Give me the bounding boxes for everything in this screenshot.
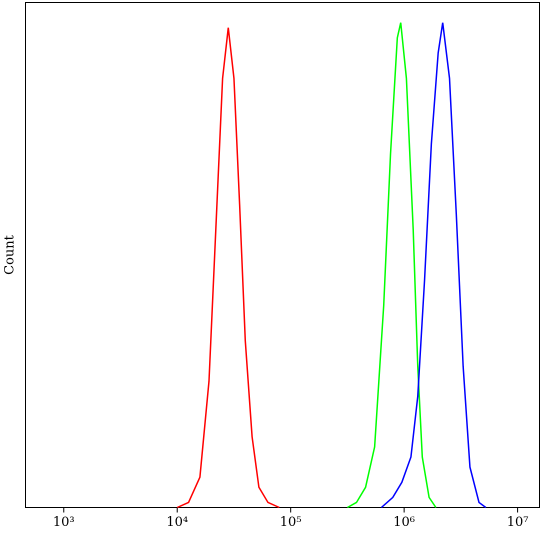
- x-tick-label: 10³: [53, 515, 75, 530]
- x-tick-label: 10⁶: [393, 515, 415, 530]
- histogram-line: [347, 22, 437, 509]
- y-axis-label: Count: [3, 234, 18, 275]
- x-tick-label: 10⁷: [507, 515, 529, 530]
- x-tick-label: 10⁵: [280, 515, 302, 530]
- histogram-line: [380, 22, 487, 509]
- x-tick-label: 10⁴: [166, 515, 188, 530]
- plot-frame: [25, 2, 540, 508]
- histogram-line: [176, 27, 280, 509]
